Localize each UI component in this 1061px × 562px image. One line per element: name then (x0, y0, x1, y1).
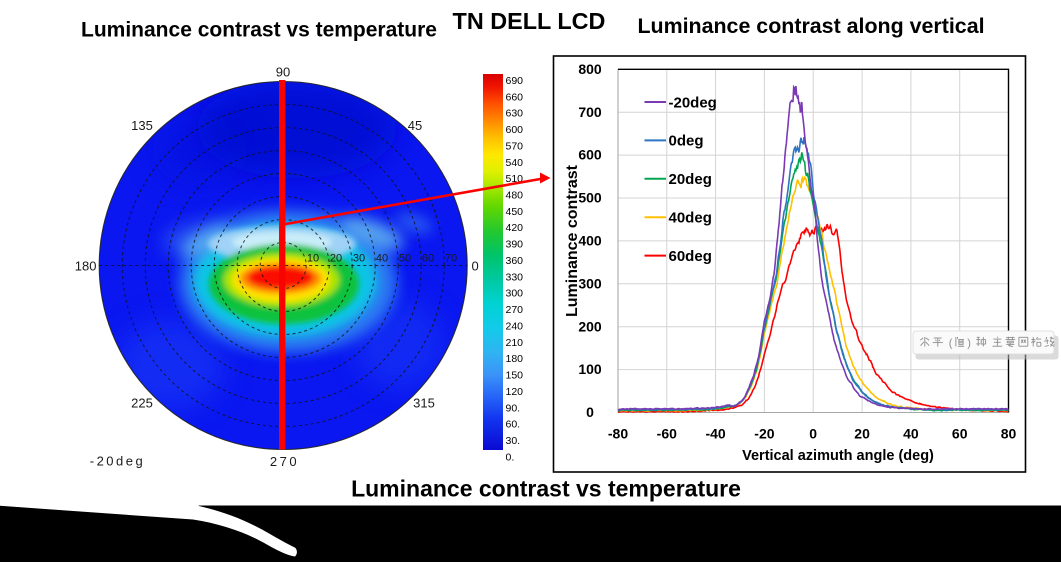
svg-text:450: 450 (506, 206, 524, 218)
svg-text:540: 540 (506, 157, 524, 169)
svg-text:50: 50 (399, 253, 411, 265)
svg-text:300: 300 (506, 288, 524, 300)
svg-text:100: 100 (578, 361, 602, 377)
svg-text:-20: -20 (754, 426, 774, 442)
svg-text:315: 315 (413, 396, 435, 411)
svg-text:90: 90 (276, 65, 290, 80)
svg-text:150: 150 (506, 370, 524, 382)
svg-text:80: 80 (1001, 426, 1017, 442)
svg-text:480: 480 (506, 190, 524, 202)
svg-text:420: 420 (506, 222, 524, 234)
svg-text:-20deg: -20deg (90, 454, 145, 469)
svg-text:20deg: 20deg (669, 171, 712, 188)
svg-text:800: 800 (578, 61, 602, 77)
svg-text:70: 70 (445, 253, 457, 265)
svg-text:660: 660 (506, 91, 524, 103)
svg-text:): ) (967, 338, 971, 350)
svg-text:570: 570 (506, 140, 524, 152)
svg-text:300: 300 (578, 275, 602, 291)
svg-text:330: 330 (506, 271, 524, 283)
svg-text:90.: 90. (506, 402, 521, 414)
svg-text:TN DELL LCD: TN DELL LCD (453, 8, 606, 34)
svg-text:60deg: 60deg (669, 248, 712, 265)
svg-text:60.: 60. (506, 419, 521, 431)
svg-text:0: 0 (472, 259, 479, 274)
svg-text:Vertical azimuth angle (deg): Vertical azimuth angle (deg) (742, 448, 934, 464)
svg-text:40: 40 (903, 426, 919, 442)
svg-text:225: 225 (131, 396, 153, 411)
svg-text:0.: 0. (506, 451, 515, 463)
svg-text:200: 200 (578, 318, 602, 334)
svg-text:-60: -60 (657, 426, 677, 442)
svg-text:-80: -80 (608, 426, 628, 442)
svg-text:30.: 30. (506, 435, 521, 447)
svg-text:400: 400 (578, 233, 602, 249)
svg-text:180: 180 (75, 259, 97, 274)
svg-text:390: 390 (506, 239, 524, 251)
svg-text:Luminance contrast vs temperat: Luminance contrast vs temperature (81, 19, 437, 42)
svg-text:40: 40 (376, 253, 388, 265)
svg-text:135: 135 (131, 118, 153, 133)
svg-text:60: 60 (422, 253, 434, 265)
svg-text:30: 30 (353, 253, 365, 265)
svg-text:0: 0 (586, 404, 594, 420)
svg-text:700: 700 (578, 104, 602, 120)
svg-text:0: 0 (809, 426, 817, 442)
svg-text:270: 270 (270, 454, 299, 469)
svg-text:20: 20 (330, 253, 342, 265)
svg-text:500: 500 (578, 190, 602, 206)
svg-text:60: 60 (952, 426, 968, 442)
svg-text:600: 600 (578, 147, 602, 163)
svg-text:Luminance contrast vs temperat: Luminance contrast vs temperature (351, 476, 741, 502)
svg-text:690: 690 (506, 75, 524, 87)
svg-text:120: 120 (506, 386, 524, 398)
svg-text:180: 180 (506, 353, 524, 365)
svg-text:10: 10 (307, 253, 319, 265)
svg-text:Luminance contrast: Luminance contrast (564, 164, 581, 317)
svg-text:40deg: 40deg (669, 210, 712, 227)
svg-text:270: 270 (506, 304, 524, 316)
svg-text:20: 20 (854, 426, 870, 442)
svg-text:-40: -40 (705, 426, 725, 442)
svg-text:240: 240 (506, 321, 524, 333)
svg-text:Luminance contrast along verti: Luminance contrast along vertical (637, 14, 984, 38)
svg-text:-20deg: -20deg (669, 94, 717, 111)
svg-text:360: 360 (506, 255, 524, 267)
svg-text:210: 210 (506, 337, 524, 349)
svg-text:45: 45 (408, 118, 422, 133)
svg-text:600: 600 (506, 124, 524, 136)
svg-text:630: 630 (506, 108, 524, 120)
svg-text:(: ( (949, 338, 953, 350)
svg-text:0deg: 0deg (669, 133, 704, 150)
